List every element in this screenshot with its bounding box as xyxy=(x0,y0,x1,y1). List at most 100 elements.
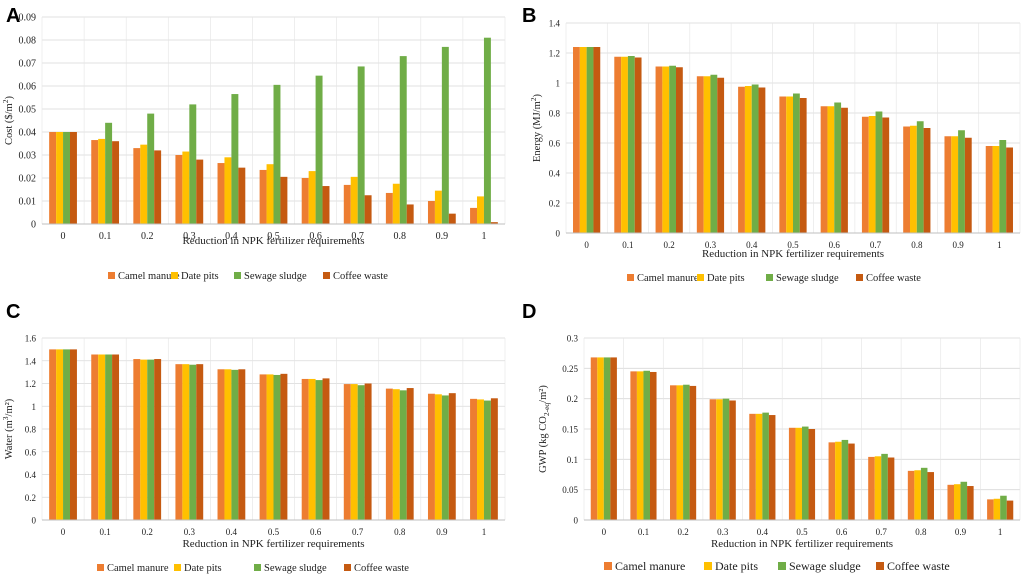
bar-sewage-sludge xyxy=(627,56,635,233)
bar-sewage-sludge xyxy=(231,369,239,520)
x-tick-label: 0.9 xyxy=(436,231,449,242)
bar-coffee-waste xyxy=(490,222,498,224)
bar-date-pits xyxy=(266,374,274,520)
bar-date-pits xyxy=(703,76,711,233)
bar-date-pits xyxy=(786,96,793,233)
bar-sewage-sludge xyxy=(958,130,965,233)
bar-date-pits xyxy=(795,427,802,520)
panel-d: D 0 0.05 0.1 0.15 0.2 0.25 0.3 0 0.1 0.2 0.3 0.4 0.5 0… xyxy=(522,301,1021,573)
bar-date-pits xyxy=(266,164,274,224)
bar-coffee-waste xyxy=(196,159,204,224)
y-tick-label: 0.08 xyxy=(19,36,37,47)
bar-sewage-sludge xyxy=(147,359,155,520)
x-axis-title: Reduction in NPK fertilizer requirements xyxy=(711,538,893,550)
legend-swatch xyxy=(97,564,104,571)
bar-date-pits xyxy=(868,116,876,233)
bar-coffee-waste xyxy=(448,393,456,520)
bar-camel-manure xyxy=(779,96,787,233)
y-tick-label: 0.6 xyxy=(549,139,561,149)
legend-swatch xyxy=(174,564,181,571)
y-tick-label: 1.2 xyxy=(549,49,560,59)
bar-sewage-sludge xyxy=(63,132,70,224)
y-tick-label: 0.04 xyxy=(19,128,37,139)
x-tick-label: 1 xyxy=(997,240,1002,250)
bar-coffee-waste xyxy=(887,457,895,520)
y-tick-label: 0.4 xyxy=(549,169,561,179)
bar-camel-manure xyxy=(470,207,478,224)
bar-coffee-waste xyxy=(610,357,617,520)
bar-date-pits xyxy=(744,86,752,233)
legend-label: Coffee waste xyxy=(333,271,388,282)
legend-swatch xyxy=(344,564,351,571)
bar-date-pits xyxy=(951,136,959,233)
bar-sewage-sludge xyxy=(105,354,113,520)
y-tick-label: 0.8 xyxy=(549,109,561,119)
y-axis-title: GWP (kg CO2-eq/m²) xyxy=(538,385,551,473)
x-tick-label: 0.3 xyxy=(183,231,196,242)
bar-camel-manure xyxy=(820,106,828,233)
bar-sewage-sludge xyxy=(834,102,842,233)
bar-coffee-waste xyxy=(406,204,414,224)
bar-sewage-sludge xyxy=(960,481,968,520)
bar-coffee-waste xyxy=(322,378,330,520)
legend-swatch xyxy=(108,272,115,279)
bar-sewage-sludge xyxy=(399,390,407,520)
panel-b: B 0 0.2 0.4 0.6 0.8 1 1.2 1.4 0 0.1 0.2 0.3 0.4 0.5 0.6… xyxy=(522,5,1021,284)
bar-coffee-waste xyxy=(841,107,848,233)
bar-coffee-waste xyxy=(799,98,807,233)
legend-label: Camel manure xyxy=(118,271,180,282)
bar-sewage-sludge xyxy=(710,74,718,233)
y-tick-label: 1 xyxy=(556,79,561,89)
bar-camel-manure xyxy=(427,393,435,520)
bar-camel-manure xyxy=(903,126,911,233)
bar-camel-manure xyxy=(427,201,435,224)
bar-sewage-sludge xyxy=(586,47,594,233)
bar-sewage-sludge xyxy=(999,140,1007,233)
bar-date-pits xyxy=(993,498,1001,520)
bar-camel-manure xyxy=(985,146,993,233)
bar-camel-manure xyxy=(385,388,393,520)
y-tick-label: 0.4 xyxy=(25,470,37,480)
bar-camel-manure xyxy=(470,398,478,520)
bar-camel-manure xyxy=(217,369,225,520)
x-tick-label: 0.6 xyxy=(836,527,848,537)
bar-coffee-waste xyxy=(112,141,120,224)
bar-date-pits xyxy=(755,413,763,520)
bar-date-pits xyxy=(350,384,358,520)
bar-coffee-waste xyxy=(717,77,725,233)
bar-date-pits xyxy=(56,349,64,520)
bar-sewage-sludge xyxy=(916,121,924,233)
bar-coffee-waste xyxy=(927,472,934,520)
bar-coffee-waste xyxy=(923,128,931,233)
x-axis-title: Reduction in NPK fertilizer requirements xyxy=(182,235,364,247)
bar-camel-manure xyxy=(655,66,663,233)
bar-coffee-waste xyxy=(649,371,657,520)
y-tick-label: 1.2 xyxy=(25,379,36,389)
bar-sewage-sludge xyxy=(315,380,323,520)
bar-sewage-sludge xyxy=(273,84,281,224)
bar-sewage-sludge xyxy=(483,400,491,520)
bar-coffee-waste xyxy=(882,117,890,233)
bar-date-pits xyxy=(224,369,232,520)
bar-date-pits xyxy=(182,151,190,224)
bar-sewage-sludge xyxy=(63,349,70,520)
legend-label: Camel manure xyxy=(615,559,685,573)
bar-coffee-waste xyxy=(808,429,816,520)
bar-coffee-waste xyxy=(758,87,766,233)
bar-date-pits xyxy=(434,190,442,224)
bar-date-pits xyxy=(874,456,882,520)
x-tick-label: 0 xyxy=(61,527,66,537)
bar-coffee-waste xyxy=(280,176,288,224)
panel-a: A 0 0.01 0.02 0.03 0.04 0.05 0.06 0.07 0.08 0.09 0 0… xyxy=(1,5,506,282)
bar-sewage-sludge xyxy=(441,395,449,520)
y-tick-label: 0.05 xyxy=(19,105,37,116)
legend-swatch xyxy=(766,274,773,281)
x-tick-label: 0.4 xyxy=(757,527,769,537)
bar-camel-manure xyxy=(828,442,836,520)
bar-coffee-waste xyxy=(322,186,330,224)
x-tick-label: 0.5 xyxy=(787,240,799,250)
x-tick-label: 0.3 xyxy=(717,527,729,537)
panel-letter: A xyxy=(6,5,20,27)
bar-coffee-waste xyxy=(112,354,120,520)
